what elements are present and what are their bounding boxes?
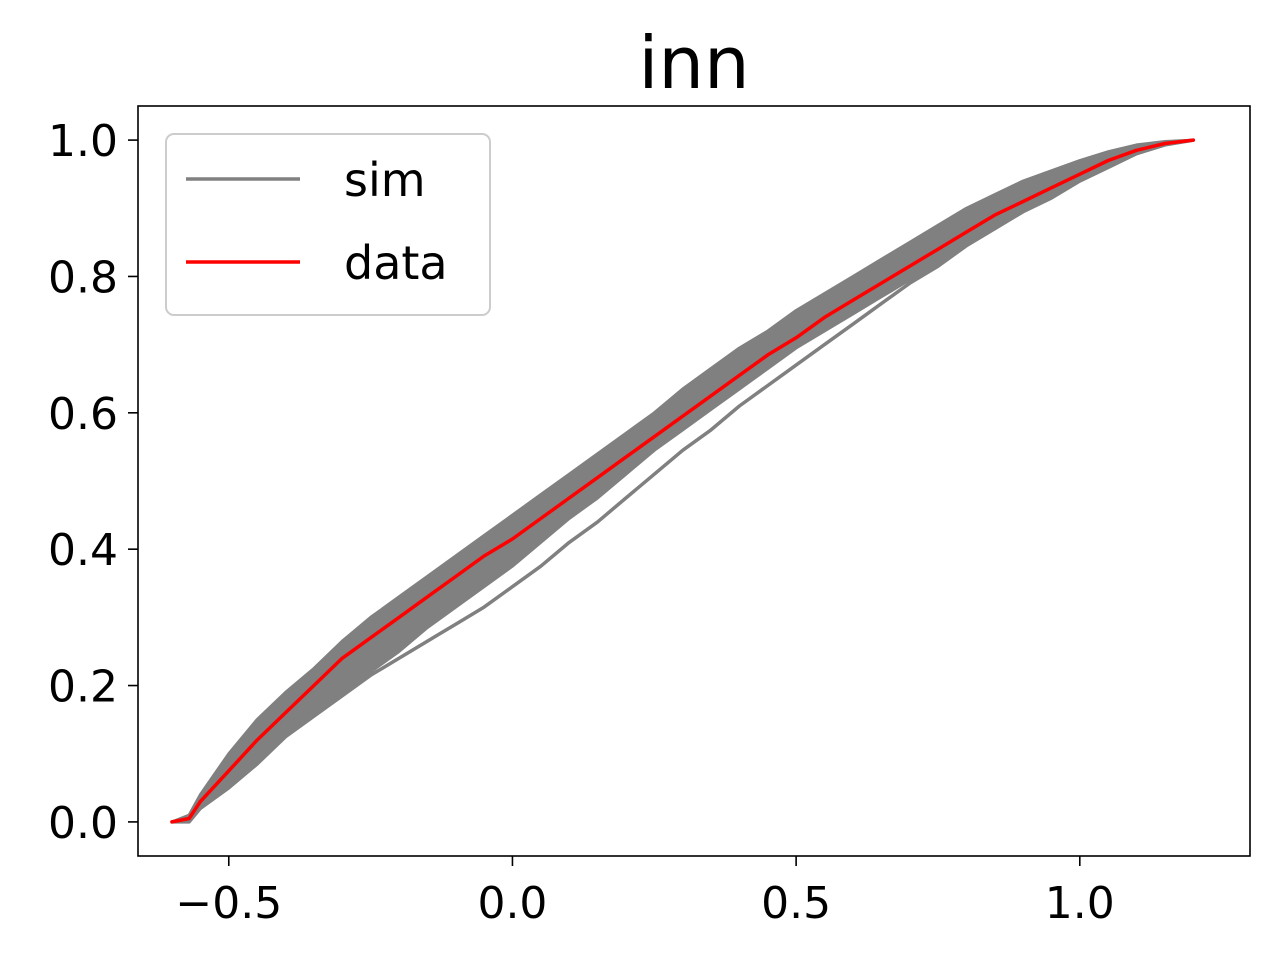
y-tick-label: 0.8 <box>48 252 118 303</box>
x-tick-label: −0.5 <box>175 878 282 929</box>
x-tick-label: 0.0 <box>477 878 547 929</box>
chart-title: inn <box>638 21 749 105</box>
y-tick-label: 0.2 <box>48 662 118 713</box>
sim-line-1 <box>170 138 1196 824</box>
axes-frame <box>137 105 1251 857</box>
y-tick-label: 0.6 <box>48 389 118 440</box>
legend-sim-label: sim <box>344 153 426 207</box>
x-tick-label: 0.5 <box>761 878 831 929</box>
x-axis: −0.5 0.0 0.5 1.0 <box>175 856 1115 929</box>
legend-data-label: data <box>344 236 448 290</box>
y-tick-label: 0.4 <box>48 525 118 576</box>
y-tick-label: 1.0 <box>48 116 118 167</box>
legend: sim data <box>165 133 491 316</box>
y-axis: 0.0 0.2 0.4 0.6 0.8 1.0 <box>48 116 138 849</box>
x-tick-label: 1.0 <box>1045 878 1115 929</box>
y-tick-label: 0.0 <box>48 798 118 849</box>
data-line <box>170 138 1196 824</box>
plot-area <box>170 138 1196 824</box>
